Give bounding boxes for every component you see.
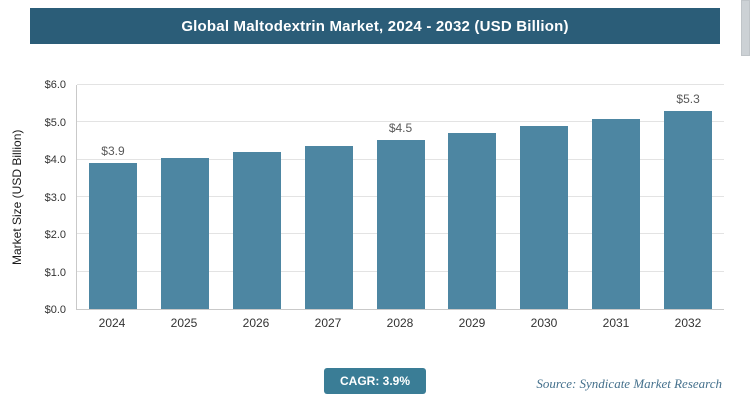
bar-2026: [232, 151, 281, 309]
y-axis-tick: $2.0: [44, 229, 66, 242]
y-axis-tick: $1.0: [44, 266, 66, 279]
bar-column: $4.5: [365, 85, 437, 309]
bar-column: [221, 85, 293, 309]
y-axis-title: Market Size (USD Billion): [10, 129, 24, 266]
bar-value-label: $3.9: [101, 144, 125, 159]
x-axis-label: 2029: [458, 316, 486, 330]
chart-title-banner: Global Maltodextrin Market, 2024 - 2032 …: [30, 8, 720, 44]
x-axis-labels: 2024 2025 2026 2027 2028 2029 2030 2031 2032: [76, 316, 724, 330]
bar-2027: [304, 145, 353, 309]
bar-2024: [88, 163, 137, 309]
plot-area: $3.9 $4.5 $5.3: [76, 84, 724, 310]
bar-column: [293, 85, 365, 309]
bar-2031: [592, 118, 641, 309]
gridline: [77, 121, 724, 123]
cagr-badge: CAGR: 3.9%: [323, 368, 427, 394]
bar-2032: [664, 111, 713, 309]
y-axis-ticks: $0.0 $1.0 $2.0 $3.0 $4.0 $5.0 $6.0: [26, 79, 72, 316]
bar-value-label: $4.5: [388, 120, 413, 135]
bar-value-label: $5.3: [676, 92, 700, 107]
bars-container: $3.9 $4.5 $5.3: [77, 85, 724, 309]
x-axis-label: 2025: [170, 316, 198, 330]
bar-2028: [376, 139, 425, 309]
y-axis-tick: $0.0: [44, 304, 66, 316]
bar-column: [508, 85, 580, 309]
bar-column: $3.9: [77, 85, 149, 309]
x-axis-label: 2027: [314, 316, 342, 330]
y-axis-tick: $6.0: [44, 79, 66, 91]
x-axis-label: 2024: [98, 316, 126, 330]
source-attribution: Source: Syndicate Market Research: [536, 376, 722, 391]
x-axis-label: 2032: [674, 316, 702, 330]
y-axis-tick: $5.0: [44, 116, 66, 129]
gridline: [77, 84, 724, 85]
x-axis-label: 2030: [530, 316, 558, 330]
chart-title: Global Maltodextrin Market, 2024 - 2032 …: [181, 17, 569, 35]
y-axis-tick: $3.0: [44, 191, 66, 204]
bar-column: [149, 85, 221, 309]
scrollbar-thumb[interactable]: [741, 0, 750, 56]
bar-column: [436, 85, 508, 309]
y-axis-tick: $4.0: [44, 154, 66, 167]
bar-column: $5.3: [652, 85, 724, 309]
x-axis-label: 2031: [602, 316, 630, 330]
bar-column: [580, 85, 652, 309]
bar-2029: [448, 132, 497, 309]
x-axis-label: 2028: [386, 316, 414, 330]
bar-2030: [520, 125, 569, 309]
bar-2025: [160, 157, 209, 309]
x-axis-label: 2026: [242, 316, 270, 330]
